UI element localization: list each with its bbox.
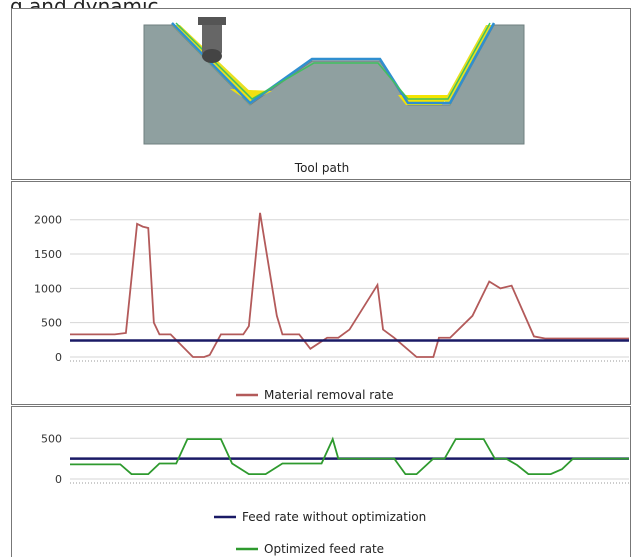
- tool-path-caption: Tool path: [294, 161, 349, 175]
- feed-series-line-1: [70, 436, 629, 476]
- mrr-y-tick-label: 0: [55, 351, 62, 364]
- mrr-legend-label-0: Material removal rate: [264, 388, 394, 402]
- tool-path-line: [171, 22, 496, 105]
- feed-y-tick-label: 500: [41, 432, 62, 445]
- feed-rate-chart-panel: 0 500 Feed rate without optimization Optimi…: [11, 406, 631, 557]
- mrr-y-tick-label: 2000: [34, 214, 62, 227]
- mrr-y-tick-label: 1500: [34, 248, 62, 261]
- feed-legend-label-1: Optimized feed rate: [264, 542, 384, 556]
- material-removal-chart-panel: 0 500 1000 1500 2000 Material removal rate: [11, 181, 631, 405]
- tool-path-illustration: Tool path: [143, 17, 525, 175]
- feed-legend-label-0: Feed rate without optimization: [242, 510, 426, 524]
- material-removal-chart: 0 500 1000 1500 2000 Material removal rate: [34, 212, 629, 402]
- cutting-tool-shank: [202, 19, 222, 55]
- tool-path-panel: Tool path: [11, 8, 631, 180]
- mrr-series-line-0: [70, 212, 629, 358]
- feed-rate-chart: 0 500 Feed rate without optimization Optimi…: [41, 432, 629, 556]
- mrr-y-tick-label: 1000: [34, 282, 62, 295]
- workpiece-body: [143, 24, 525, 145]
- feed-y-tick-label: 0: [55, 473, 62, 486]
- tool-path-line-offset: [175, 22, 491, 100]
- cutting-tool-tip: [202, 49, 222, 63]
- mrr-y-tick-label: 500: [41, 317, 62, 330]
- cutting-tool-holder: [198, 17, 226, 25]
